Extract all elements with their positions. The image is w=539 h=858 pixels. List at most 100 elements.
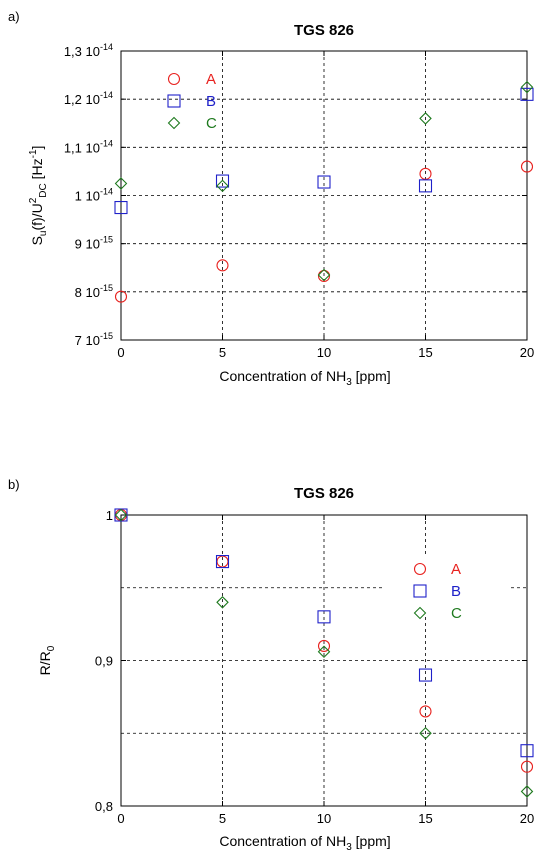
data-point-c [317, 645, 331, 659]
y-tick-mantissa: 0,9 [95, 654, 113, 669]
y-tick-exponent: -15 [100, 235, 113, 245]
x-tick-label: 15 [418, 811, 432, 826]
y-axis-label-superscript: -1 [28, 149, 39, 158]
y-axis-label-text: R/R [37, 651, 53, 675]
y-tick-exponent: -15 [100, 331, 113, 341]
legend-label-b: B [206, 93, 216, 110]
legend: ABC [167, 71, 217, 132]
chart-title: TGS 826 [294, 22, 354, 39]
y-tick-mantissa: 7 10 [75, 333, 100, 348]
y-axis-label-unit: ] [29, 146, 45, 150]
x-tick-label: 0 [117, 811, 124, 826]
series-c [114, 80, 534, 282]
data-point-b [418, 179, 433, 193]
x-tick-label: 10 [317, 811, 331, 826]
x-tick-label: 0 [117, 345, 124, 360]
y-tick-exponent: -14 [100, 42, 113, 52]
x-tick-label: 5 [219, 811, 226, 826]
data-point-a [520, 760, 534, 773]
data-point-b [215, 174, 230, 188]
data-point-c [520, 80, 534, 94]
data-point-a [419, 705, 432, 718]
legend-marker-b [167, 94, 181, 108]
data-point-a [114, 290, 128, 303]
y-tick-exponent: -14 [100, 90, 113, 100]
y-axis-label: Su(f)/U2DC [Hz-1] [28, 146, 49, 246]
data-point-c [520, 785, 534, 798]
series-b [114, 87, 534, 215]
y-axis-label-subscript: DC [38, 183, 49, 197]
y-tick-mantissa: 9 10 [75, 237, 100, 252]
chart-title: TGS 826 [294, 485, 354, 502]
data-point-b [215, 555, 230, 569]
x-axis-label-text: Concentration of NH [219, 833, 346, 849]
y-tick-mantissa: 1,3 10 [64, 44, 100, 59]
y-tick-mantissa: 1,2 10 [64, 92, 100, 107]
y-tick-label: 1,2 10-14 [64, 90, 113, 107]
data-point-c [216, 179, 229, 193]
data-point-b [520, 87, 534, 101]
series-a [114, 160, 534, 303]
y-tick-label: 1,3 10-14 [64, 42, 113, 59]
legend-background [382, 555, 510, 617]
y-tick-label: 1 [106, 508, 113, 523]
y-tick-mantissa: 1,1 10 [64, 140, 100, 155]
data-point-a [216, 259, 229, 272]
x-tick-label: 20 [520, 811, 534, 826]
x-axis-label-subscript: 3 [346, 842, 352, 853]
y-axis-label-unit: [Hz [29, 158, 45, 183]
y-tick-label: 1 10-14 [75, 187, 113, 204]
series-c [114, 508, 534, 798]
data-point-c [317, 268, 331, 282]
y-tick-label: 0,9 [95, 654, 113, 669]
panel-label: b) [8, 477, 20, 492]
legend-marker-a [413, 562, 427, 576]
legend-marker-a [167, 72, 181, 86]
x-axis-label-subscript: 3 [346, 377, 352, 388]
data-point-c [114, 177, 128, 190]
x-tick-label: 10 [317, 345, 331, 360]
y-axis-label-subscript: u [38, 231, 49, 237]
legend-label-a: A [451, 561, 461, 578]
legend-label-b: B [451, 583, 461, 600]
data-point-c [216, 596, 229, 609]
data-point-c [419, 726, 432, 740]
y-tick-label: 9 10-15 [75, 235, 113, 252]
chart-panel-b: b) TGS 826 ABC 0 5 10 15 20 0,8 0,9 1 Concentration… [8, 477, 534, 853]
data-point-c [419, 112, 432, 125]
y-tick-exponent: -14 [100, 138, 113, 148]
data-point-a [520, 160, 534, 173]
x-axis-label-text: Concentration of NH [219, 368, 346, 384]
x-tick-label: 15 [418, 345, 432, 360]
data-point-a [317, 269, 331, 282]
y-tick-label: 8 10-15 [75, 283, 113, 300]
data-point-a [317, 639, 331, 653]
data-point-b [317, 610, 331, 624]
legend-label-c: C [451, 605, 462, 622]
y-axis-label-superscript: 2 [28, 197, 39, 203]
data-point-b [520, 744, 534, 758]
data-point-b [418, 668, 433, 682]
panel-label: a) [8, 9, 20, 24]
legend-marker-c [167, 116, 181, 130]
y-tick-mantissa: 1 [106, 508, 113, 523]
y-tick-mantissa: 1 10 [75, 189, 100, 204]
x-axis-label-unit: [ppm] [352, 833, 391, 849]
data-point-b [114, 200, 128, 215]
y-tick-label: 7 10-15 [75, 331, 113, 348]
y-tick-label: 1,1 10-14 [64, 138, 113, 155]
x-axis-label: Concentration of NH3 [ppm] [219, 833, 390, 853]
legend-marker-c [413, 606, 427, 620]
y-axis-label-subscript: 0 [46, 645, 57, 651]
legend-label-a: A [206, 71, 216, 88]
y-axis-label-text: (f)/U [29, 203, 45, 230]
y-tick-mantissa: 8 10 [75, 285, 100, 300]
data-point-b [317, 175, 331, 189]
x-tick-label: 5 [219, 345, 226, 360]
data-point-c [114, 508, 128, 522]
y-tick-exponent: -14 [100, 187, 113, 197]
legend-marker-b [413, 584, 427, 598]
y-axis-label: R/R0 [37, 645, 57, 675]
legend-label-c: C [206, 115, 217, 132]
y-tick-exponent: -15 [100, 283, 113, 293]
